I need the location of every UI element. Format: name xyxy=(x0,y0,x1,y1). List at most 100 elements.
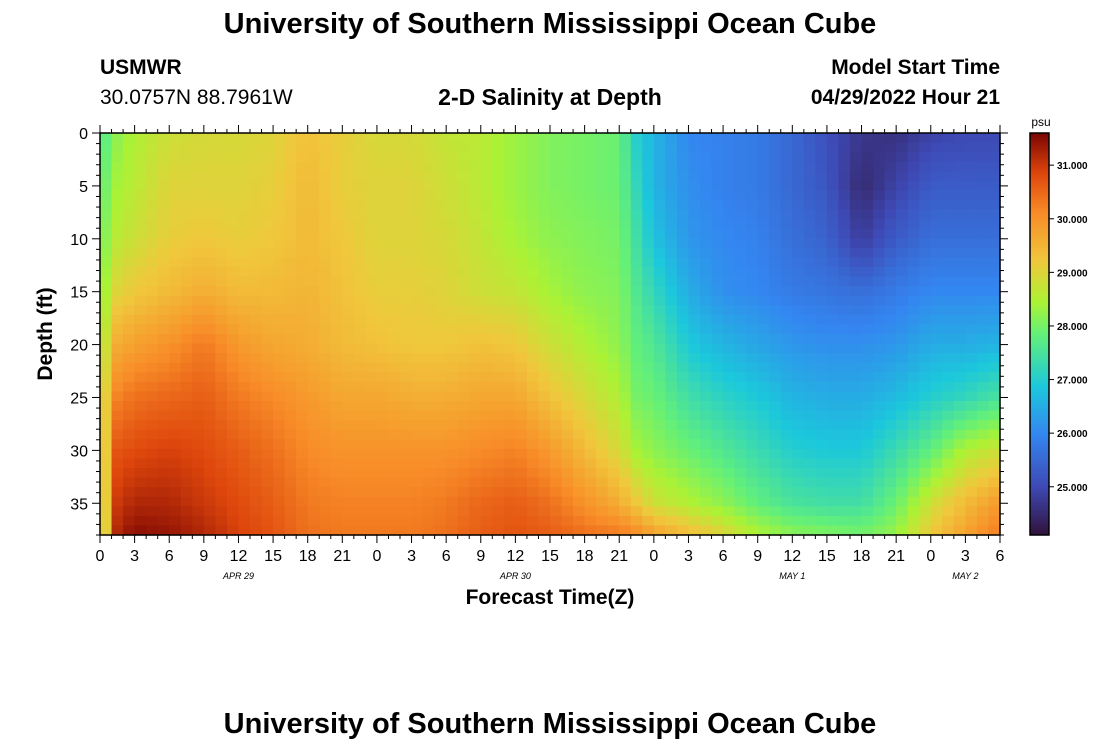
heatmap-cell xyxy=(746,247,759,259)
heatmap-cell xyxy=(873,238,886,249)
heatmap-cell xyxy=(665,286,678,297)
heatmap-cell xyxy=(965,219,978,230)
heatmap-cell xyxy=(365,171,378,182)
heatmap-cell xyxy=(215,247,228,259)
heatmap-cell xyxy=(896,219,909,230)
heatmap-cell xyxy=(319,180,332,192)
heatmap-cell xyxy=(226,429,240,440)
heatmap-cell xyxy=(284,458,297,469)
heatmap-cell xyxy=(376,190,390,201)
heatmap-cell xyxy=(388,487,401,498)
heatmap-cell xyxy=(665,353,678,364)
heatmap-cell xyxy=(584,295,597,306)
heatmap-cell xyxy=(653,295,666,306)
heatmap-cell xyxy=(976,152,990,163)
heatmap-cell xyxy=(342,391,355,402)
heatmap-cell xyxy=(480,515,493,527)
heatmap-cell xyxy=(792,458,805,469)
heatmap-cell xyxy=(250,314,263,326)
heatmap-cell xyxy=(319,171,332,182)
heatmap-cell xyxy=(400,190,413,201)
heatmap-cell xyxy=(146,267,159,278)
heatmap-cell xyxy=(907,439,920,450)
heatmap-cell xyxy=(873,180,886,192)
heatmap-cell xyxy=(353,334,366,345)
heatmap-cell xyxy=(446,142,459,153)
heatmap-cell xyxy=(503,219,516,230)
heatmap-cell xyxy=(180,267,193,278)
heatmap-cell xyxy=(100,362,113,373)
heatmap-cell xyxy=(100,238,113,249)
y-tick-label: 0 xyxy=(79,126,88,143)
heatmap-cell xyxy=(919,257,932,268)
heatmap-cell xyxy=(492,391,505,402)
heatmap-cell xyxy=(619,133,632,144)
heatmap-cell xyxy=(607,487,620,498)
heatmap-cell xyxy=(203,372,216,383)
heatmap-cell xyxy=(838,506,851,517)
heatmap-cell xyxy=(388,295,401,306)
heatmap-cell xyxy=(100,171,113,182)
heatmap-cell xyxy=(676,496,690,507)
heatmap-cell xyxy=(226,487,240,498)
heatmap-cell xyxy=(826,228,840,239)
heatmap-cell xyxy=(896,209,909,220)
heatmap-cell xyxy=(169,161,182,172)
heatmap-cell xyxy=(365,506,378,517)
heatmap-cell xyxy=(861,506,874,517)
heatmap-cell xyxy=(953,133,966,144)
heatmap-cell xyxy=(111,324,124,335)
heatmap-cell xyxy=(700,209,713,220)
heatmap-cell xyxy=(896,314,909,326)
heatmap-cell xyxy=(111,496,124,507)
heatmap-cell xyxy=(700,200,713,211)
heatmap-cell xyxy=(919,515,932,527)
heatmap-cell xyxy=(411,420,424,431)
heatmap-cell xyxy=(561,372,574,383)
x-tick-label: 21 xyxy=(333,548,351,565)
heatmap-cell xyxy=(734,410,747,421)
x-tick-label: 6 xyxy=(165,548,174,565)
heatmap-cell xyxy=(619,372,632,383)
heatmap-cell xyxy=(134,429,147,440)
heatmap-cell xyxy=(769,286,782,297)
heatmap-cell xyxy=(446,247,459,259)
heatmap-cell xyxy=(526,468,540,479)
heatmap-cell xyxy=(250,142,263,153)
heatmap-cell xyxy=(388,525,401,536)
heatmap-cell xyxy=(100,334,113,345)
heatmap-cell xyxy=(561,219,574,230)
heatmap-cell xyxy=(319,477,332,488)
x-tick-label: 3 xyxy=(130,548,139,565)
heatmap-cell xyxy=(157,219,170,230)
heatmap-cell xyxy=(215,468,228,479)
heatmap-cell xyxy=(469,468,482,479)
heatmap-cell xyxy=(942,219,955,230)
heatmap-cell xyxy=(676,276,690,287)
heatmap-cell xyxy=(134,410,147,421)
heatmap-cell xyxy=(250,238,263,249)
heatmap-cell xyxy=(930,468,943,479)
heatmap-cell xyxy=(792,439,805,450)
heatmap-cell xyxy=(261,410,274,421)
heatmap-cell xyxy=(746,439,759,450)
heatmap-cell xyxy=(400,515,413,527)
heatmap-cell xyxy=(723,429,736,440)
heatmap-cell xyxy=(215,142,228,153)
heatmap-cell xyxy=(700,343,713,354)
heatmap-cell xyxy=(919,314,932,326)
heatmap-cell xyxy=(480,439,493,450)
heatmap-cell xyxy=(619,410,632,421)
heatmap-cell xyxy=(192,228,205,239)
heatmap-cell xyxy=(907,238,920,249)
heatmap-cell xyxy=(884,448,897,460)
heatmap-cell xyxy=(526,458,540,469)
heatmap-cell xyxy=(250,401,263,412)
heatmap-cell xyxy=(630,209,643,220)
heatmap-cell xyxy=(850,487,863,498)
heatmap-cell xyxy=(388,133,401,144)
heatmap-cell xyxy=(365,247,378,259)
heatmap-cell xyxy=(434,314,447,326)
heatmap-cell xyxy=(203,468,216,479)
heatmap-cell xyxy=(365,324,378,335)
